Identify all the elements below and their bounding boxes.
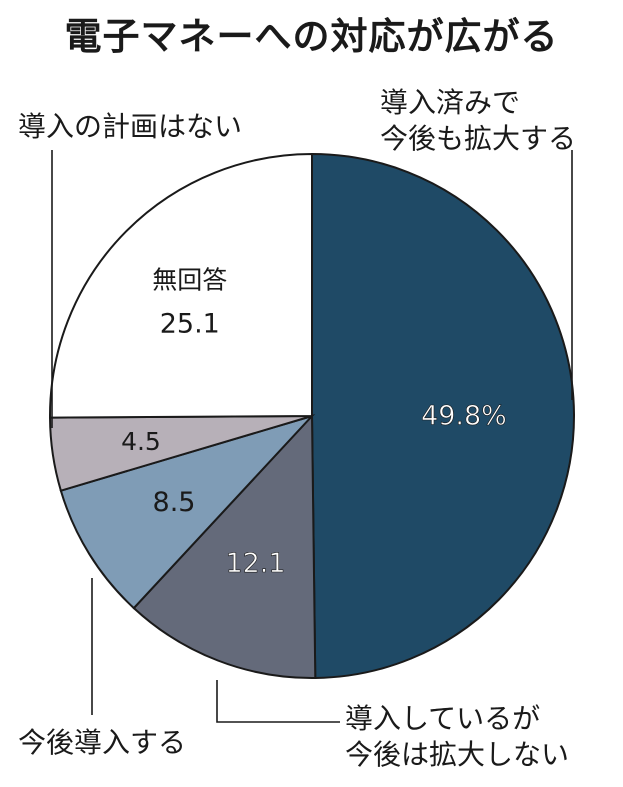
- slice-category-label: 導入の計画はない: [18, 110, 242, 143]
- slice-category-label: 今後も拡大する: [380, 122, 576, 155]
- leader-line: [216, 680, 340, 723]
- slice-name-label: 無回答: [152, 265, 227, 294]
- pie-slice: [132, 413, 317, 679]
- pie-slice: [59, 413, 316, 610]
- slice-category-label: 導入済みで: [380, 86, 520, 119]
- slice-category-label: 導入しているが: [345, 702, 540, 735]
- slice-category-label: 今後は拡大しない: [345, 738, 569, 771]
- slice-category-label: 今後導入する: [18, 726, 186, 759]
- slice-value-label: 8.5: [153, 487, 196, 518]
- slice-value-label: 25.1: [160, 308, 220, 339]
- slice-value-label: 49.8%: [421, 400, 507, 431]
- pie-slice: [49, 152, 313, 419]
- chart-title: 電子マネーへの対応が広がる: [64, 15, 559, 58]
- pie-slice: [311, 152, 575, 679]
- slice-value-label: 12.1: [225, 548, 285, 579]
- slice-value-label: 4.5: [121, 427, 161, 456]
